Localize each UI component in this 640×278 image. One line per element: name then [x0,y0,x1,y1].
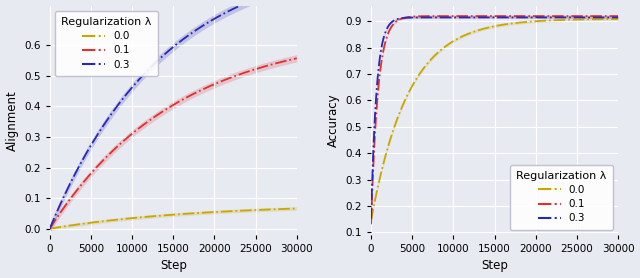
Y-axis label: Accuracy: Accuracy [327,93,340,147]
Y-axis label: Alignment: Alignment [6,90,19,151]
X-axis label: Step: Step [481,259,508,272]
Legend: 0.0, 0.1, 0.3: 0.0, 0.1, 0.3 [55,11,157,76]
X-axis label: Step: Step [160,259,187,272]
Legend: 0.0, 0.1, 0.3: 0.0, 0.1, 0.3 [510,165,613,230]
